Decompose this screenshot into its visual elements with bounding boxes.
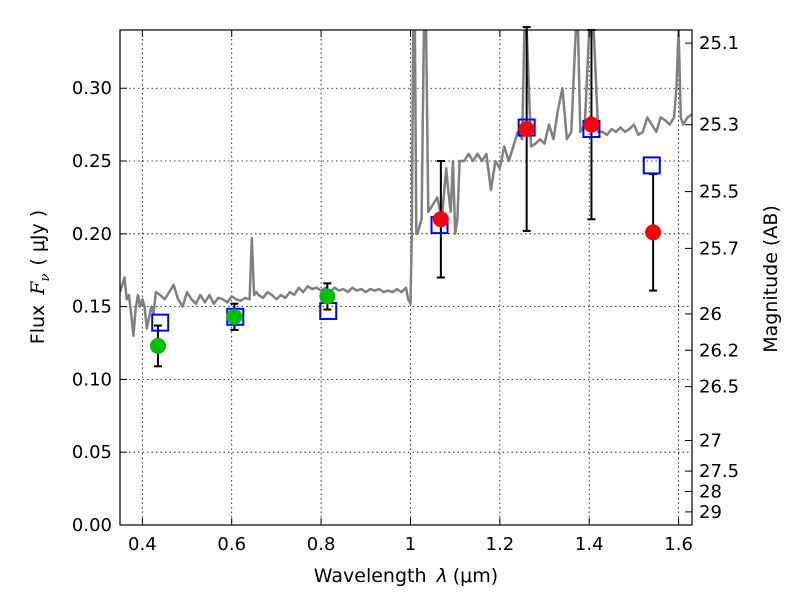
nir-flux-point xyxy=(432,211,449,228)
optical-flux-point xyxy=(319,288,336,305)
y2-axis-title: Magnitude (AB) xyxy=(760,205,782,353)
y-tick-label: 0.30 xyxy=(72,78,112,99)
optical-flux-point xyxy=(149,337,166,354)
y-tick-label: 0.10 xyxy=(72,369,112,390)
spectrum-line xyxy=(120,30,692,337)
x-tick-label: 0.6 xyxy=(217,534,246,555)
y-tick-label: 0.15 xyxy=(72,297,112,318)
nir-flux-point xyxy=(645,224,662,241)
x-tick-label: 1.2 xyxy=(486,534,515,555)
optical-flux-point xyxy=(226,308,243,325)
y2-tick-label: 26.2 xyxy=(699,340,739,361)
model-flux-box xyxy=(642,156,661,175)
x-tick-label: 1.6 xyxy=(664,534,693,555)
y2-tick-label: 26 xyxy=(699,304,722,325)
y2-tick-label: 25.3 xyxy=(699,115,739,136)
x-axis-title: Wavelength λ (μm) xyxy=(314,565,498,587)
x-tick-label: 0.8 xyxy=(307,534,336,555)
y2-tick-label: 29 xyxy=(699,502,722,523)
y-tick-label: 0.25 xyxy=(72,151,112,172)
y-tick-label: 0.20 xyxy=(72,224,112,245)
y-tick-label: 0.00 xyxy=(72,515,112,536)
y-axis-ticks: 0.00 0.05 0.10 0.15 0.20 0.25 0.30 xyxy=(72,78,127,536)
nir-flux-point xyxy=(518,121,535,137)
y-axis-title: FluxFν( μJy ) xyxy=(27,210,53,344)
x-axis-ticks: 0.4 0.6 0.8 1 1.2 1.4 1.6 xyxy=(128,30,693,555)
spectrum-layer xyxy=(120,30,692,337)
x-tick-label: 1 xyxy=(405,534,416,555)
y2-tick-label: 25.7 xyxy=(699,238,739,259)
x-tick-label: 1.4 xyxy=(575,534,604,555)
y2-tick-label: 27 xyxy=(699,431,722,452)
y-tick-label: 0.05 xyxy=(72,442,112,463)
x-tick-label: 0.4 xyxy=(128,534,157,555)
y2-tick-label: 28 xyxy=(699,482,722,503)
nir-flux-point xyxy=(583,116,600,133)
photometry-points xyxy=(149,116,662,354)
y2-tick-label: 25.5 xyxy=(699,182,739,203)
plot-frame xyxy=(119,29,693,526)
y2-tick-label: 26.5 xyxy=(699,377,739,398)
y2-tick-label: 25.1 xyxy=(699,33,739,54)
model-flux-box xyxy=(151,313,170,332)
y2-tick-label: 27.5 xyxy=(699,461,739,482)
